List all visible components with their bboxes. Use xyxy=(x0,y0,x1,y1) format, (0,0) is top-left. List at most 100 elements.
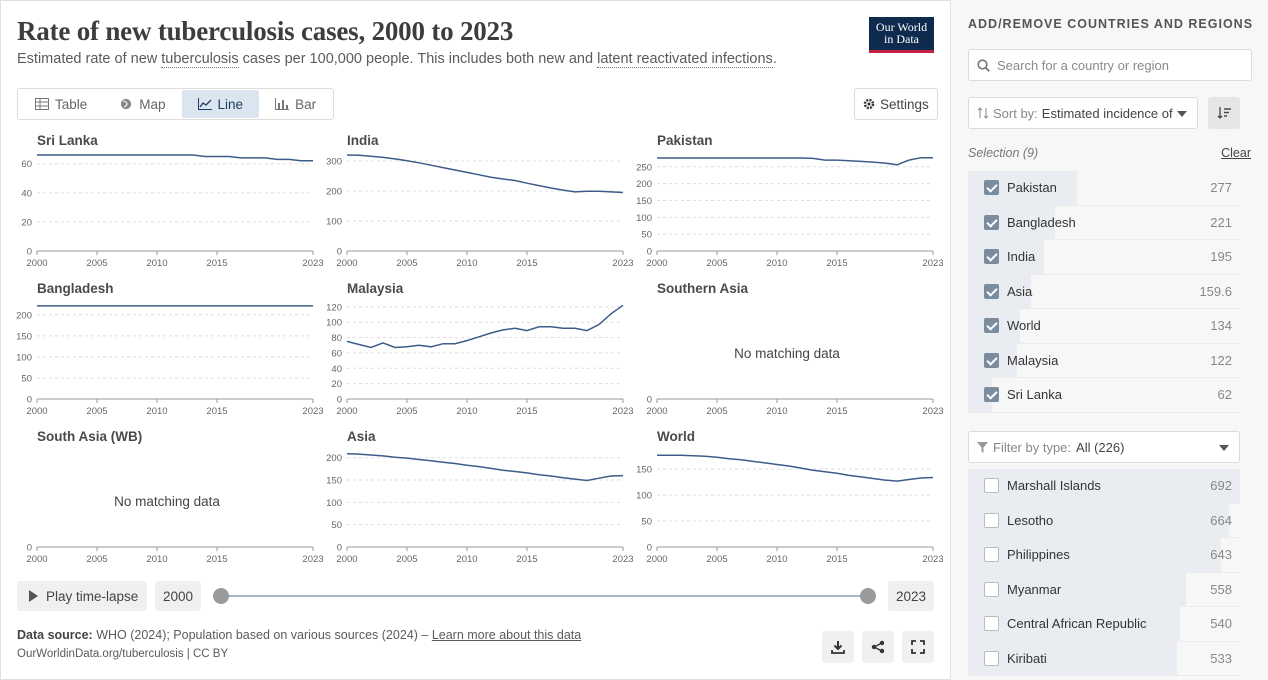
latent-infections-link[interactable]: latent reactivated infections xyxy=(597,51,773,68)
entity-checkbox[interactable] xyxy=(984,478,999,494)
y-tick-label: 0 xyxy=(27,247,32,258)
x-tick-label: 2010 xyxy=(456,554,477,565)
entity-row[interactable]: Pakistan 277 xyxy=(968,171,1240,206)
entity-checkbox[interactable] xyxy=(984,512,999,528)
x-tick-label: 2000 xyxy=(646,258,667,269)
entity-checkbox[interactable] xyxy=(984,387,999,403)
entity-checkbox[interactable] xyxy=(984,547,999,563)
clear-selection-button[interactable]: Clear xyxy=(1221,146,1251,160)
chart-panel[interactable]: 0 2000 2005 2010 2015 2023 South Asia (WB) No m… xyxy=(17,429,323,569)
y-tick-label: 250 xyxy=(636,162,652,173)
x-tick-label: 2023 xyxy=(922,554,943,565)
entity-checkbox[interactable] xyxy=(984,352,999,368)
entity-value: 122 xyxy=(1210,352,1232,368)
value-bar xyxy=(968,503,1230,537)
tuberculosis-link[interactable]: tuberculosis xyxy=(161,51,239,68)
y-tick-label: 0 xyxy=(647,543,652,554)
chart-title: Malaysia xyxy=(347,281,404,296)
entity-checkbox[interactable] xyxy=(984,214,999,230)
entity-checkbox[interactable] xyxy=(984,581,999,597)
value-bar xyxy=(968,205,1056,239)
chart-panel[interactable]: 0 50 100 150 2000 2005 2010 2015 2023 World xyxy=(636,429,943,569)
timeline-end-handle[interactable] xyxy=(860,588,876,604)
y-tick-label: 100 xyxy=(326,318,342,329)
play-timelapse-button[interactable]: Play time-lapse xyxy=(17,581,147,611)
entity-row[interactable]: Asia 159.6 xyxy=(968,274,1240,309)
x-tick-label: 2010 xyxy=(766,406,787,417)
x-tick-label: 2023 xyxy=(612,406,633,417)
entity-checkbox[interactable] xyxy=(984,249,999,265)
series-line xyxy=(346,452,624,482)
owid-logo[interactable]: Our World in Data xyxy=(869,17,934,53)
chart-panel[interactable]: 0 50 100 150 200 2000 2005 2010 2015 2023 Banglade… xyxy=(16,281,323,421)
entity-row[interactable]: India 195 xyxy=(968,240,1240,275)
entity-row[interactable]: Philippines 643 xyxy=(968,538,1240,573)
filter-by-type-dropdown[interactable]: Filter by type: All (226) xyxy=(968,431,1240,463)
entity-row[interactable]: Central African Republic 540 xyxy=(968,607,1240,642)
y-tick-label: 0 xyxy=(27,395,32,406)
page-title: Rate of new tuberculosis cases, 2000 to … xyxy=(17,16,514,46)
line-chart: 0 50 100 150 200 2000 2005 2010 2015 2023 xyxy=(326,452,634,565)
x-tick-label: 2023 xyxy=(612,554,633,565)
y-tick-label: 200 xyxy=(16,310,32,321)
x-tick-label: 2000 xyxy=(26,258,47,269)
settings-label: Settings xyxy=(880,96,929,112)
entity-value: 195 xyxy=(1210,249,1232,265)
chart-panel[interactable]: 0 100 200 300 2000 2005 2010 2015 2023 India xyxy=(326,133,633,273)
entity-checkbox[interactable] xyxy=(984,180,999,196)
entity-row[interactable]: Kiribati 533 xyxy=(968,641,1240,676)
selected-entities-list: Pakistan 277 Bangladesh 221 India 195 Asia 159.… xyxy=(968,171,1240,413)
line-chart: 0 20 40 60 80 100 120 2000 2005 2010 2015 2023 xyxy=(326,302,633,417)
timeline-start-handle[interactable] xyxy=(213,588,229,604)
sort-by-dropdown[interactable]: Sort by: Estimated incidence of all form… xyxy=(968,97,1198,129)
share-button[interactable] xyxy=(862,631,894,663)
entity-row[interactable]: Myanmar 558 xyxy=(968,572,1240,607)
timeline-track[interactable] xyxy=(221,595,868,597)
entity-checkbox[interactable] xyxy=(984,318,999,334)
tab-line[interactable]: Line xyxy=(181,90,260,118)
x-tick-label: 2023 xyxy=(302,406,323,417)
entity-row[interactable]: Bangladesh 221 xyxy=(968,205,1240,240)
chart-panel[interactable]: 0 2000 2005 2010 2015 2023 Southern Asia No mat… xyxy=(637,281,943,421)
entity-checkbox[interactable] xyxy=(984,650,999,666)
entity-value: 664 xyxy=(1210,512,1232,528)
chart-panel[interactable]: 0 50 100 150 200 2000 2005 2010 2015 2023 Asia xyxy=(326,429,634,569)
tab-bar[interactable]: Bar xyxy=(259,90,332,118)
entity-row[interactable]: Lesotho 664 xyxy=(968,503,1240,538)
no-data-message: No matching data xyxy=(734,346,840,361)
entity-row[interactable]: Sri Lanka 62 xyxy=(968,378,1240,413)
x-tick-label: 2010 xyxy=(456,406,477,417)
x-tick-label: 2015 xyxy=(826,258,847,269)
learn-more-link[interactable]: Learn more about this data xyxy=(431,628,582,642)
x-tick-label: 2023 xyxy=(302,258,323,269)
tab-table[interactable]: Table xyxy=(19,90,103,118)
value-bar xyxy=(968,607,1181,641)
sort-direction-button[interactable] xyxy=(1208,97,1240,129)
chart-title: Southern Asia xyxy=(657,281,749,296)
fullscreen-button[interactable] xyxy=(902,631,934,663)
entity-checkbox[interactable] xyxy=(984,283,999,299)
entity-row[interactable]: Malaysia 122 xyxy=(968,343,1240,378)
chart-panel[interactable]: 0 20 40 60 80 100 120 2000 2005 2010 2015 2023 Malay… xyxy=(326,281,633,421)
end-year-label: 2023 xyxy=(888,581,934,611)
settings-button[interactable]: Settings xyxy=(854,88,938,120)
value-bar xyxy=(968,538,1221,572)
entity-row[interactable]: World 134 xyxy=(968,309,1240,344)
country-search[interactable] xyxy=(968,49,1252,81)
chart-panel[interactable]: 0 50 100 150 200 250 2000 2005 2010 2015 2023 Pakis… xyxy=(636,133,943,273)
value-bar xyxy=(968,641,1178,675)
chart-panel[interactable]: 0 20 40 60 2000 2005 2010 2015 2023 Sri Lanka xyxy=(17,133,323,273)
search-input[interactable] xyxy=(997,57,1237,73)
x-tick-label: 2000 xyxy=(646,554,667,565)
filter-icon xyxy=(977,441,988,453)
x-tick-label: 2015 xyxy=(206,406,227,417)
entity-name: Marshall Islands xyxy=(1007,478,1101,494)
entity-value: 692 xyxy=(1210,478,1232,494)
y-tick-label: 50 xyxy=(641,230,652,241)
tab-map[interactable]: Map xyxy=(103,90,181,118)
entity-row[interactable]: Marshall Islands 692 xyxy=(968,469,1240,504)
entity-checkbox[interactable] xyxy=(984,616,999,632)
entity-value: 533 xyxy=(1210,650,1232,666)
download-button[interactable] xyxy=(822,631,854,663)
x-tick-label: 2015 xyxy=(516,554,537,565)
